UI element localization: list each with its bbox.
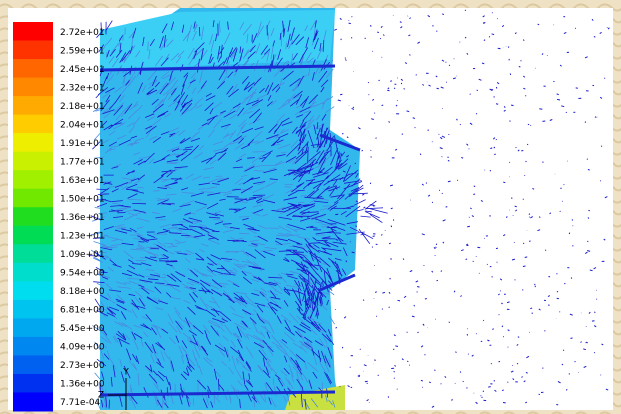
- axis-label: Z: [98, 391, 104, 401]
- colorbar-swatch: [13, 300, 53, 319]
- colorbar-swatch: [13, 281, 53, 300]
- colorbar-swatch: [13, 207, 53, 226]
- colorbar-label: 5.45e+00: [60, 324, 105, 334]
- colorbar-label: 8.18e+00: [60, 287, 105, 297]
- colorbar-swatch: [13, 392, 53, 411]
- colorbar-swatch: [13, 78, 53, 97]
- colorbar-swatch: [13, 115, 53, 134]
- colorbar-swatch: [13, 59, 53, 78]
- colorbar-swatch: [13, 22, 53, 41]
- colorbar-label: 4.09e+00: [60, 343, 105, 353]
- colorbar-label: 2.45e+01: [60, 65, 105, 75]
- colorbar-label: 2.73e+00: [60, 361, 105, 371]
- colorbar-label: 2.72e+01: [60, 28, 105, 38]
- colorbar-label: 2.59e+01: [60, 46, 105, 56]
- page: 2.72e+01 2.59e+01 2.45e+01 2.32e+01 2.18e+01…: [0, 0, 621, 414]
- colorbar-swatch: [13, 244, 53, 263]
- colorbar-swatch: [13, 374, 53, 393]
- colorbar-swatch: [13, 96, 53, 115]
- colorbar-swatch: [13, 189, 53, 208]
- colorbar-label: 2.18e+01: [60, 102, 105, 112]
- colorbar-swatch: [13, 133, 53, 152]
- colorbar-label: 6.81e+00: [60, 306, 105, 316]
- colorbar-label: 7.71e-04: [60, 398, 101, 408]
- colorbar-swatch: [13, 152, 53, 171]
- colorbar-label: 1.50e+01: [60, 194, 105, 204]
- colorbar-label: 9.54e+00: [60, 269, 105, 279]
- colorbar-swatch: [13, 170, 53, 189]
- colorbar-swatch: [13, 226, 53, 245]
- colorbar-label: 1.63e+01: [60, 176, 105, 186]
- colorbar-label: 2.32e+01: [60, 83, 105, 93]
- colorbar-label: 1.91e+01: [60, 139, 105, 149]
- colorbar-swatch: [13, 318, 53, 337]
- colorbar-label: 1.36e+00: [60, 380, 105, 390]
- colorbar-swatch: [13, 263, 53, 282]
- colorbar-swatch: [13, 355, 53, 374]
- screenshot: 2.72e+01 2.59e+01 2.45e+01 2.32e+01 2.18e+01…: [0, 0, 621, 414]
- colorbar-label: 2.04e+01: [60, 120, 105, 130]
- colorbar-label: 1.23e+01: [60, 232, 105, 242]
- colorbar-label: 1.36e+01: [60, 213, 105, 223]
- axis-label: Y: [122, 368, 129, 378]
- colorbar-swatch: [13, 41, 53, 60]
- colorbar-label: 1.09e+01: [60, 250, 105, 260]
- colorbar-label: 1.77e+01: [60, 157, 105, 167]
- colorbar-swatch: [13, 337, 53, 356]
